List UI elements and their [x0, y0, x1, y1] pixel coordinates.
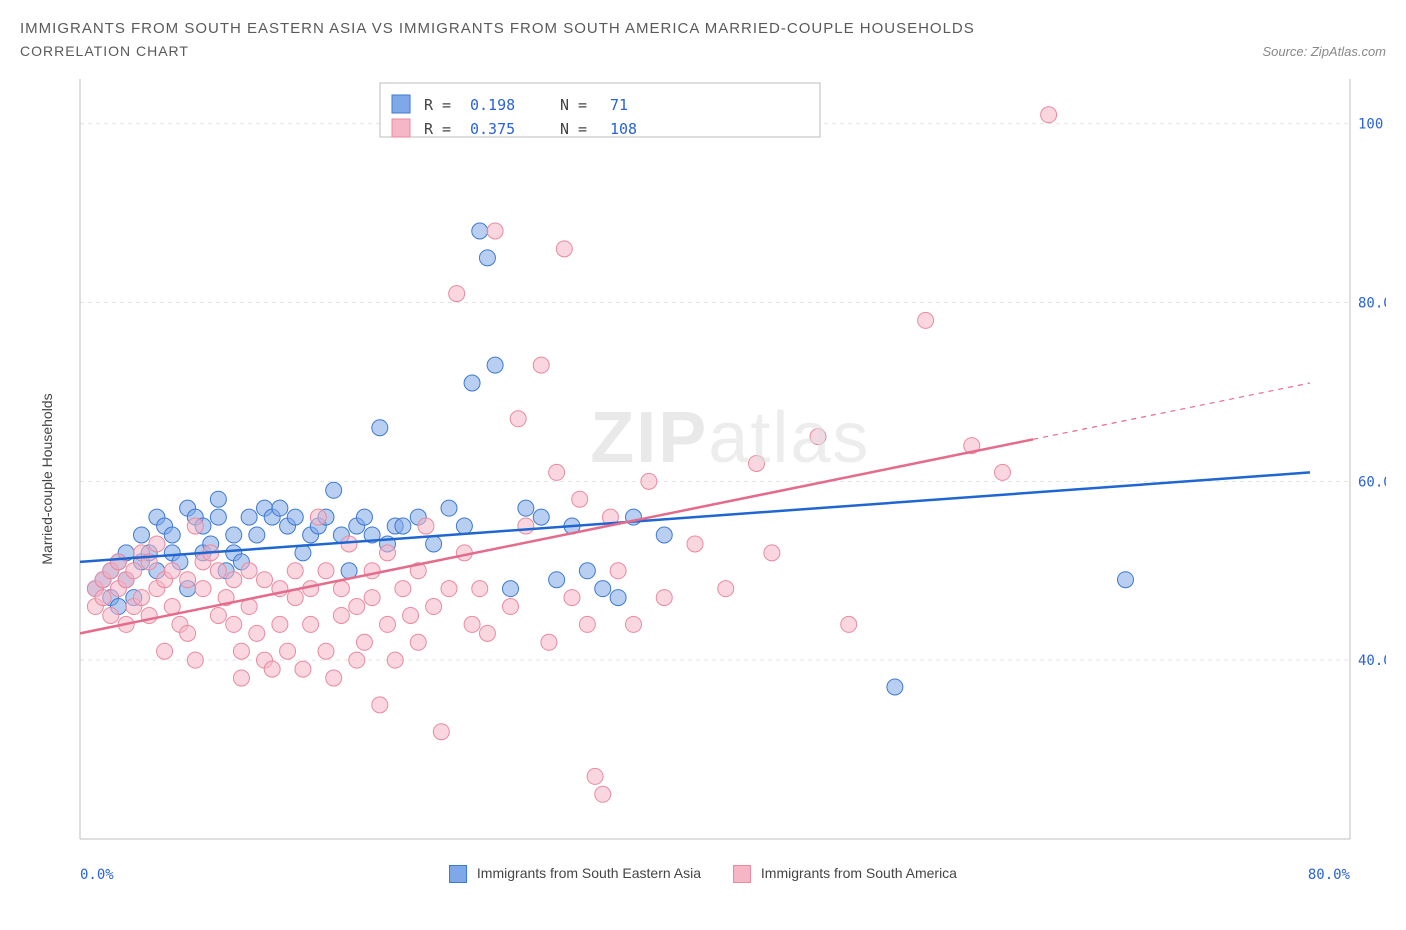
chart-title: IMMIGRANTS FROM SOUTH EASTERN ASIA VS IM…: [20, 20, 1386, 37]
chart-container: Married-couple Households ZIPatlas 40.0%…: [20, 69, 1386, 889]
legend-label-pink: Immigrants from South America: [761, 865, 957, 881]
svg-text:R =: R =: [424, 96, 451, 114]
legend-swatch-pink: [733, 865, 751, 883]
svg-text:80.0%: 80.0%: [1358, 296, 1386, 312]
svg-text:40.0%: 40.0%: [1358, 653, 1386, 669]
x-tick-max: 80.0%: [1308, 867, 1350, 883]
legend-swatch-blue: [449, 865, 467, 883]
legend-item-blue: Immigrants from South Eastern Asia: [449, 865, 701, 883]
legend-item-pink: Immigrants from South America: [733, 865, 957, 883]
svg-text:108: 108: [610, 120, 637, 138]
chart-subtitle: CORRELATION CHART: [20, 43, 189, 59]
legend-label-blue: Immigrants from South Eastern Asia: [477, 865, 701, 881]
subtitle-row: CORRELATION CHART Source: ZipAtlas.com: [20, 43, 1386, 59]
source-label: Source: ZipAtlas.com: [1262, 44, 1386, 59]
y-axis-label: Married-couple Households: [39, 393, 55, 564]
svg-text:0.375: 0.375: [470, 120, 515, 138]
svg-text:N =: N =: [560, 120, 587, 138]
svg-text:71: 71: [610, 96, 628, 114]
svg-text:0.198: 0.198: [470, 96, 515, 114]
scatter-plot: 40.0% 60.0% 80.0% 100.0% R = 0.198 N = 71 R = 0.…: [20, 69, 1386, 889]
svg-text:N =: N =: [560, 96, 587, 114]
svg-text:60.0%: 60.0%: [1358, 474, 1386, 490]
x-tick-min: 0.0%: [80, 867, 114, 883]
svg-text:100.0%: 100.0%: [1358, 117, 1386, 133]
bottom-legend: Immigrants from South Eastern Asia Immig…: [449, 865, 957, 883]
svg-text:R =: R =: [424, 120, 451, 138]
